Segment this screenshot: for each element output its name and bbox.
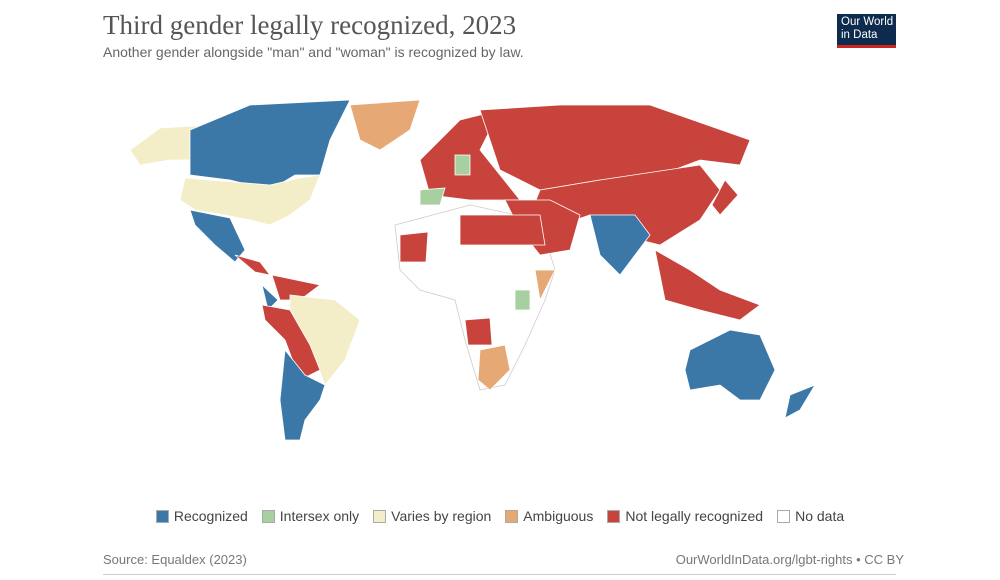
country-region[interactable] [459, 214, 546, 246]
country-region[interactable] [261, 283, 279, 311]
legend-swatch [373, 509, 387, 523]
title: Third gender legally recognized, 2023 [103, 10, 517, 40]
legend-swatch [261, 509, 275, 523]
world-map [129, 99, 816, 441]
country-region[interactable] [234, 254, 271, 276]
country-region[interactable] [189, 209, 246, 263]
legend: Recognized Intersex only Varies by region A… [0, 508, 1000, 524]
country-region[interactable] [514, 289, 531, 311]
legend-label: Varies by region [391, 508, 492, 524]
country-region[interactable] [179, 174, 321, 226]
country-region[interactable] [454, 154, 471, 176]
country-region[interactable] [419, 187, 446, 206]
source-link[interactable]: OurWorldInData.org/lgbt-rights • CC BY [675, 552, 904, 567]
legend-swatch [607, 509, 621, 523]
country-region[interactable] [279, 348, 326, 441]
country-region[interactable] [349, 99, 421, 151]
legend-swatch [777, 509, 791, 523]
legend-item[interactable]: Recognized [155, 508, 248, 524]
legend-swatch [505, 509, 519, 523]
legend-item[interactable]: Not legally recognized [607, 508, 763, 524]
source: Source: Equaldex (2023) [103, 552, 247, 567]
country-region[interactable] [399, 231, 429, 263]
footer-rule [103, 574, 896, 575]
country-region[interactable] [684, 329, 776, 401]
legend-label: No data [795, 508, 845, 524]
legend-swatch [155, 509, 169, 523]
country-region[interactable] [534, 269, 556, 302]
subtitle: Another gender alongside "man" and "woma… [103, 44, 524, 60]
legend-label: Not legally recognized [625, 508, 764, 524]
country-region[interactable] [261, 304, 321, 381]
country-region[interactable] [589, 214, 651, 276]
logo[interactable]: Our World in Data [837, 14, 896, 48]
country-region[interactable] [189, 99, 351, 191]
legend-label: Ambiguous [523, 508, 594, 524]
legend-item[interactable]: Intersex only [261, 508, 360, 524]
legend-label: Recognized [173, 508, 248, 524]
country-region[interactable] [784, 384, 816, 419]
legend-item[interactable]: No data [777, 508, 844, 524]
legend-item[interactable]: Ambiguous [505, 508, 593, 524]
country-region[interactable] [654, 249, 761, 321]
legend-item[interactable]: Varies by region [373, 508, 491, 524]
logo-line: Our World [841, 16, 894, 28]
country-region[interactable] [711, 179, 739, 216]
country-region[interactable] [464, 317, 493, 346]
legend-label: Intersex only [279, 508, 360, 524]
logo-line: in Data [841, 29, 878, 41]
country-region[interactable] [477, 344, 511, 391]
country-region[interactable] [479, 104, 751, 191]
